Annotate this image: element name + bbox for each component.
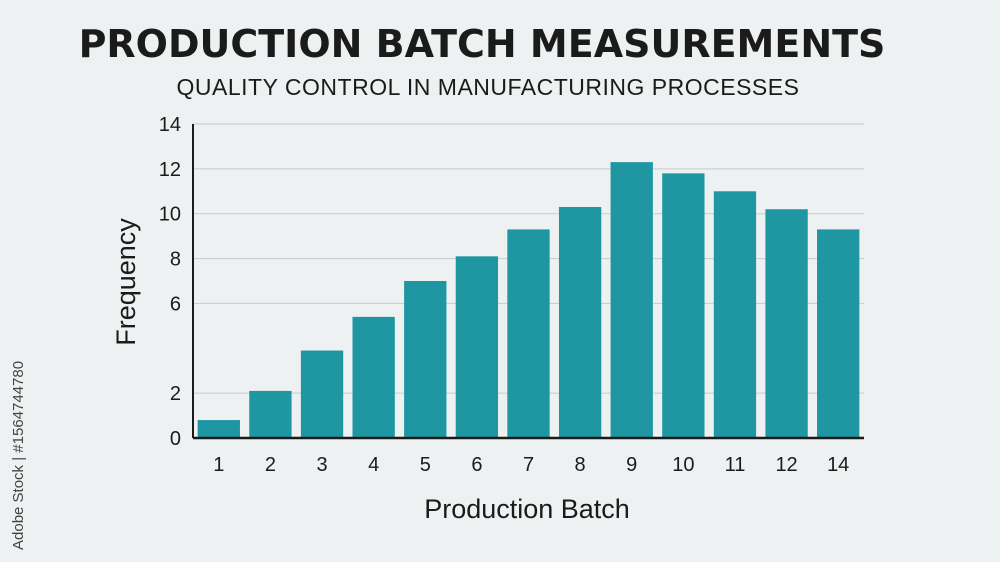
- x-tick-label: 2: [265, 454, 276, 476]
- x-tick-label: 6: [471, 454, 482, 476]
- y-tick-label: 8: [170, 249, 181, 271]
- y-tick-labels: 0 2 6 8 10 12 14: [159, 114, 181, 450]
- x-tick-label: 12: [775, 454, 797, 476]
- x-tick-label: 10: [672, 454, 694, 476]
- y-axis-title: Frequency: [111, 218, 141, 346]
- y-tick-label: 10: [159, 204, 181, 226]
- bar: [507, 229, 550, 438]
- chart-title: PRODUCTION BATCH MEASUREMENTS: [78, 22, 886, 66]
- x-tick-label: 9: [626, 454, 637, 476]
- x-tick-label: 7: [523, 454, 534, 476]
- bar: [352, 316, 395, 438]
- bar: [765, 209, 808, 438]
- x-tick-label: 11: [725, 454, 746, 476]
- y-tick-label: 6: [170, 293, 181, 315]
- x-tick-labels: 1 2 3 4 5 6 7 8 9 10 11 12 14: [213, 454, 849, 476]
- bar: [404, 281, 447, 438]
- y-tick-label: 14: [159, 114, 181, 136]
- x-tick-label: 5: [420, 454, 431, 476]
- x-tick-label: 1: [213, 454, 224, 476]
- y-tick-label: 2: [170, 383, 181, 405]
- chart-subtitle: QUALITY CONTROL IN MANUFACTURING PROCESS…: [176, 74, 800, 100]
- bar: [455, 256, 499, 438]
- axes: [192, 124, 864, 440]
- y-tick-label: 0: [170, 428, 181, 450]
- bar: [713, 191, 757, 438]
- x-axis-title: Production Batch: [424, 494, 630, 524]
- bar: [300, 350, 344, 438]
- y-tick-label: 12: [159, 159, 181, 181]
- bar: [558, 206, 602, 438]
- x-tick-label: 14: [827, 454, 849, 476]
- bars: [197, 162, 860, 439]
- x-tick-label: 3: [316, 454, 327, 476]
- bar: [817, 229, 860, 438]
- bar: [610, 162, 653, 438]
- bar: [197, 420, 240, 438]
- bar: [249, 390, 292, 438]
- bar: [662, 173, 705, 439]
- x-tick-label: 8: [575, 454, 586, 476]
- x-tick-label: 4: [368, 454, 379, 476]
